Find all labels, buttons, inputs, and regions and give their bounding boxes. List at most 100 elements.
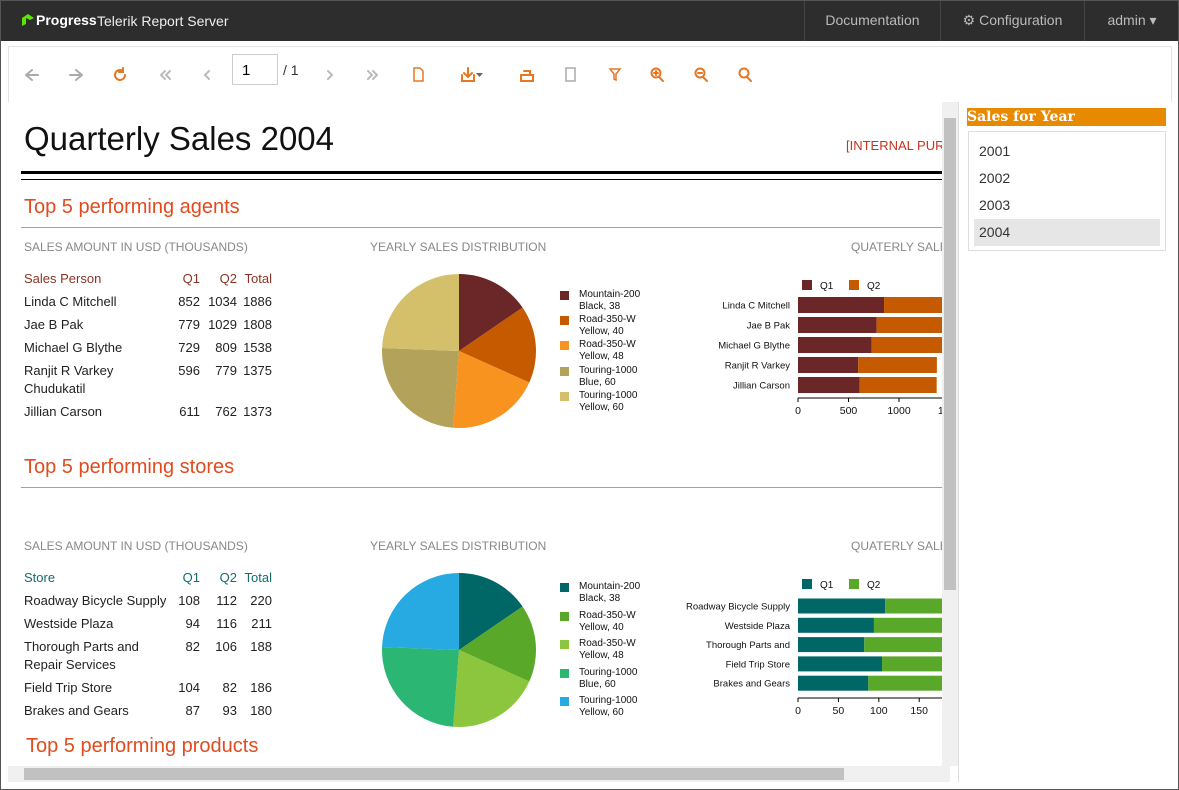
bar-segment (798, 637, 865, 653)
bar-segment (798, 377, 860, 393)
table-cell: 112 (216, 593, 237, 608)
table-row: Westside Plaza 94 116 211 (24, 610, 272, 633)
year-item[interactable]: 2004 (974, 219, 1160, 246)
nav-configuration[interactable]: ⚙ Configuration (940, 0, 1084, 41)
x-tick-label: 150 (910, 705, 928, 717)
table-row: Roadway Bicycle Supply 108 112 220 (24, 587, 272, 610)
x-tick-label: 0 (795, 705, 801, 717)
chart-title: QUATERLY SALES (851, 240, 942, 254)
bar-segment (873, 617, 942, 633)
x-tick-label: 500 (840, 405, 858, 417)
last-page[interactable] (367, 70, 379, 80)
table-caption: SALES AMOUNT IN USD (THOUSANDS) (24, 539, 248, 553)
table-cell: 82 (185, 639, 200, 654)
legend-swatch (802, 579, 812, 589)
section-heading: Top 5 performing agents (24, 196, 240, 218)
table-cell: Michael G Blythe (24, 340, 123, 355)
data-table: Sales Person Q1 Q2 Total Linda C Mitchell 852… (24, 270, 272, 421)
top-bar: Progress Telerik Report Server Documenta… (0, 0, 1179, 41)
table-cell: 180 (250, 703, 272, 718)
table-row: Field Trip Store 104 82 186 (24, 674, 272, 697)
table-row: Jae B Pak 779 1029 1808 (24, 311, 272, 334)
filter[interactable] (608, 68, 622, 82)
table-cell: 188 (250, 639, 272, 654)
table-header: Store Q1 Q2 Total (24, 569, 272, 587)
table-cell: Linda C Mitchell (24, 294, 117, 309)
h-thumb[interactable] (24, 768, 844, 780)
zoom-in[interactable] (650, 67, 662, 79)
legend-label: Road-350-W Yellow, 40 (579, 314, 636, 338)
category-label: Ranjit R Varkey (725, 361, 791, 372)
document-map[interactable] (413, 67, 424, 82)
table-cell: Ranjit R Varkey Chudukatil (24, 363, 114, 396)
legend-label: Touring-1000 Yellow, 60 (579, 695, 638, 718)
legend-swatch (560, 366, 569, 376)
table-cell: 106 (215, 639, 237, 654)
bar-chart: Q1 Q2 Roadway Bicycle Supply Westside Plaza… (686, 579, 942, 717)
column-header: Q1 (182, 271, 200, 286)
next-page[interactable] (327, 70, 334, 80)
bar-chart: Q1 Q2 Linda C Mitchell Jae B Pak Michael G B… (718, 280, 942, 417)
table-caption: SALES AMOUNT IN USD (THOUSANDS) (24, 240, 248, 254)
legend-swatch (560, 697, 569, 706)
export-caret (476, 73, 483, 77)
section-rule (21, 487, 942, 488)
pie-slice (459, 573, 523, 650)
table-cell: 1886 (243, 294, 272, 309)
x-tick-label: 1000 (887, 405, 911, 417)
pie-slice (459, 606, 536, 682)
table-cell: Roadway Bicycle Supply (24, 593, 167, 608)
bar-segment (798, 598, 886, 614)
forward[interactable] (69, 69, 83, 81)
column-header: Q1 (182, 570, 200, 585)
v-scrollbar[interactable] (942, 102, 958, 766)
zoom-reset[interactable] (738, 67, 750, 79)
table-cell: 93 (222, 703, 237, 718)
table-cell: 87 (185, 703, 200, 718)
bar-segment (798, 337, 872, 353)
rule (21, 179, 942, 180)
category-label: Westside Plaza (725, 621, 791, 632)
toolbar-icons (25, 67, 752, 82)
export[interactable] (461, 67, 475, 82)
prev-page[interactable] (203, 70, 210, 80)
nav-admin[interactable]: admin ▾ (1084, 0, 1179, 41)
print-preview[interactable] (565, 67, 576, 82)
report-title: Quarterly Sales 2004 (24, 120, 335, 157)
x-tick-label: 50 (833, 705, 845, 717)
year-item[interactable]: 2002 (979, 170, 1011, 186)
chart-title: YEARLY SALES DISTRIBUTION (370, 539, 547, 553)
bar-segment (882, 656, 942, 672)
gear-icon: ⚙ (962, 12, 980, 28)
nav-documentation[interactable]: Documentation (804, 0, 940, 41)
print[interactable] (520, 70, 534, 82)
table-cell: Jillian Carson (24, 404, 103, 419)
category-label: Roadway Bicycle Supply (686, 602, 790, 613)
table-header: Sales Person Q1 Q2 Total (24, 270, 272, 288)
legend-swatch (560, 611, 569, 621)
v-thumb[interactable] (944, 118, 956, 590)
zoom-out[interactable] (694, 67, 706, 79)
legend-label: Road-350-W Yellow, 48 (579, 339, 636, 363)
legend-label: Q2 (867, 281, 881, 292)
year-item[interactable]: 2001 (979, 143, 1011, 159)
legend-label: Road-350-W Yellow, 40 (579, 609, 636, 633)
h-scrollbar[interactable] (8, 766, 950, 782)
legend-label: Touring-1000 Blue, 60 (579, 364, 638, 388)
first-page[interactable] (159, 70, 171, 80)
legend-swatch (560, 640, 569, 649)
back[interactable] (25, 69, 39, 81)
refresh[interactable] (114, 67, 126, 81)
nav-label: admin (1107, 12, 1146, 28)
sidebar-title: Sales for Year (967, 108, 1166, 126)
table-row: Jillian Carson 611 762 1373 (24, 398, 272, 421)
legend-swatch (560, 391, 569, 401)
year-item[interactable]: 2003 (979, 197, 1011, 213)
legend-label: Touring-1000 Blue, 60 (579, 666, 638, 690)
section-rule (21, 227, 942, 228)
legend-label: Q1 (820, 580, 834, 591)
x-tick-label: 100 (870, 705, 888, 717)
page-input[interactable]: 1 (232, 54, 278, 85)
table-cell: Jae B Pak (24, 317, 84, 332)
data-table: Store Q1 Q2 Total Roadway Bicycle Supply 108 1… (24, 569, 272, 720)
